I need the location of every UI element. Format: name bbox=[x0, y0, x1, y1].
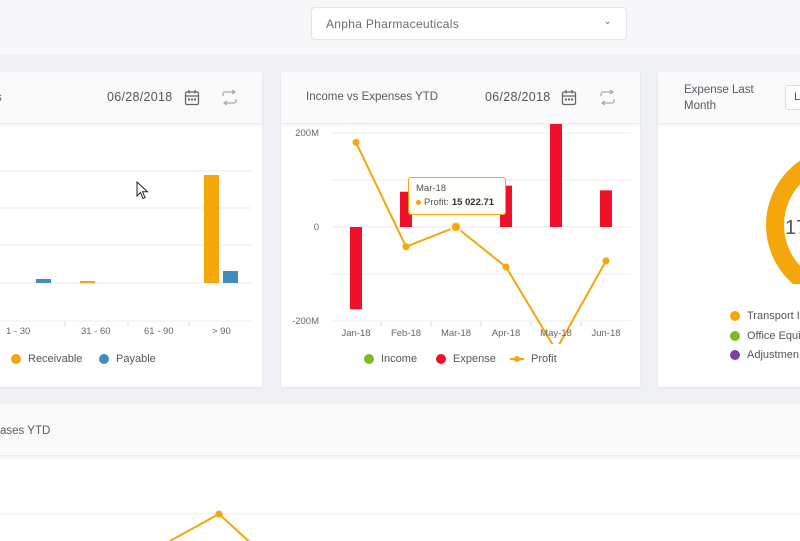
legend-dot bbox=[364, 354, 374, 364]
profit-point[interactable] bbox=[602, 257, 610, 265]
expense-bar[interactable] bbox=[350, 227, 362, 310]
expense-donut-chart[interactable]: 17 bbox=[658, 124, 800, 284]
legend-dot bbox=[11, 354, 21, 364]
period-select[interactable]: L bbox=[785, 85, 800, 110]
donut-center-value: 17 bbox=[785, 217, 800, 239]
income-card-title: Income vs Expenses YTD bbox=[306, 91, 439, 103]
profit-point[interactable] bbox=[450, 221, 462, 233]
profit-point[interactable] bbox=[402, 243, 410, 251]
company-select-value: Anpha Pharmaceuticals bbox=[326, 17, 460, 31]
x-tick-label: Jan-18 bbox=[341, 328, 370, 339]
x-tick-label: Jun-18 bbox=[591, 328, 620, 339]
receivable-bar[interactable] bbox=[204, 175, 219, 283]
tick-label: 61 - 90 bbox=[144, 326, 174, 337]
top-bar: Anpha Pharmaceuticals ⌄ bbox=[0, 0, 800, 55]
tooltip-value: 15 022.71 bbox=[451, 197, 495, 208]
legend-dot bbox=[730, 350, 740, 360]
y-tick-label: 200M bbox=[295, 128, 319, 139]
bottom-card-title: ases YTD bbox=[0, 425, 51, 437]
legend-line-marker bbox=[510, 354, 524, 364]
mouse-cursor-icon bbox=[136, 181, 149, 200]
aging-date[interactable]: 06/28/2018 bbox=[107, 90, 173, 104]
legend-dot bbox=[730, 311, 740, 321]
expense-bar[interactable] bbox=[600, 190, 612, 227]
refresh-icon[interactable] bbox=[221, 90, 238, 105]
legend-income[interactable]: Income bbox=[364, 353, 417, 365]
aging-card-header: s 06/28/2018 bbox=[0, 72, 262, 124]
legend-dot bbox=[436, 354, 446, 364]
chevron-down-icon: ⌄ bbox=[603, 16, 612, 27]
legend-dot bbox=[99, 354, 109, 364]
x-tick-label: Feb-18 bbox=[391, 328, 421, 339]
legend-expense[interactable]: Expense bbox=[436, 353, 496, 365]
aging-x-labels: 1 - 30 31 - 60 61 - 90 > 90 bbox=[0, 326, 262, 340]
expense-card-title: Expense Last Month bbox=[684, 84, 754, 112]
legend-payable[interactable]: Payable bbox=[99, 353, 156, 365]
chart-tooltip: Mar-18 Profit: 15 022.71 bbox=[408, 177, 506, 215]
receivable-bar[interactable] bbox=[80, 281, 95, 283]
legend-dot bbox=[730, 331, 740, 341]
profit-point[interactable] bbox=[352, 138, 360, 146]
payable-bar[interactable] bbox=[223, 271, 238, 283]
payable-bar[interactable] bbox=[36, 279, 51, 283]
legend-profit[interactable]: Profit bbox=[510, 353, 557, 365]
bottom-chart bbox=[0, 510, 800, 541]
expense-bar[interactable] bbox=[550, 124, 562, 227]
refresh-icon[interactable] bbox=[599, 90, 616, 105]
legend-office-equipment[interactable]: Office Equi bbox=[730, 330, 800, 342]
y-tick-label: 0 bbox=[314, 222, 319, 233]
tick-label: 1 - 30 bbox=[6, 326, 31, 337]
tick-label: > 90 bbox=[212, 326, 231, 337]
profit-point[interactable] bbox=[502, 263, 510, 271]
aging-chart bbox=[0, 170, 252, 326]
calendar-icon[interactable] bbox=[184, 89, 200, 106]
tick-label: 31 - 60 bbox=[81, 326, 111, 337]
income-chart: 400M200M0-200M-400M Jan-18Feb-18Mar-18Ap… bbox=[292, 124, 631, 344]
tooltip-series: Profit: bbox=[424, 197, 449, 208]
bottom-card-header: ases YTD bbox=[0, 404, 800, 456]
x-tick-label: May-18 bbox=[540, 328, 572, 339]
company-select[interactable]: Anpha Pharmaceuticals ⌄ bbox=[311, 7, 627, 40]
income-date[interactable]: 06/28/2018 bbox=[485, 90, 551, 104]
tooltip-dot bbox=[416, 200, 421, 205]
x-tick-label: Apr-18 bbox=[492, 328, 521, 339]
legend-transport[interactable]: Transport In bbox=[730, 310, 800, 322]
y-tick-label: -200M bbox=[292, 316, 319, 327]
expense-last-month-card: Expense Last Month L 17 Transport In Off… bbox=[658, 72, 800, 387]
calendar-icon[interactable] bbox=[561, 89, 577, 106]
legend-receivable[interactable]: Receivable bbox=[11, 353, 82, 365]
expense-card-header: Expense Last Month L bbox=[658, 72, 800, 124]
aging-card: s 06/28/2018 1 - 30 31 bbox=[0, 72, 262, 387]
income-card-header: Income vs Expenses YTD 06/28/2018 bbox=[281, 72, 640, 124]
bottom-chart-card: ases YTD bbox=[0, 404, 800, 541]
tooltip-label: Mar-18 bbox=[416, 183, 447, 194]
legend-adjustment[interactable]: Adjustmen bbox=[730, 349, 799, 361]
profit-point[interactable] bbox=[215, 510, 223, 518]
income-expenses-card: Income vs Expenses YTD 06/28/2018 400M20… bbox=[281, 72, 640, 387]
x-tick-label: Mar-18 bbox=[441, 328, 471, 339]
